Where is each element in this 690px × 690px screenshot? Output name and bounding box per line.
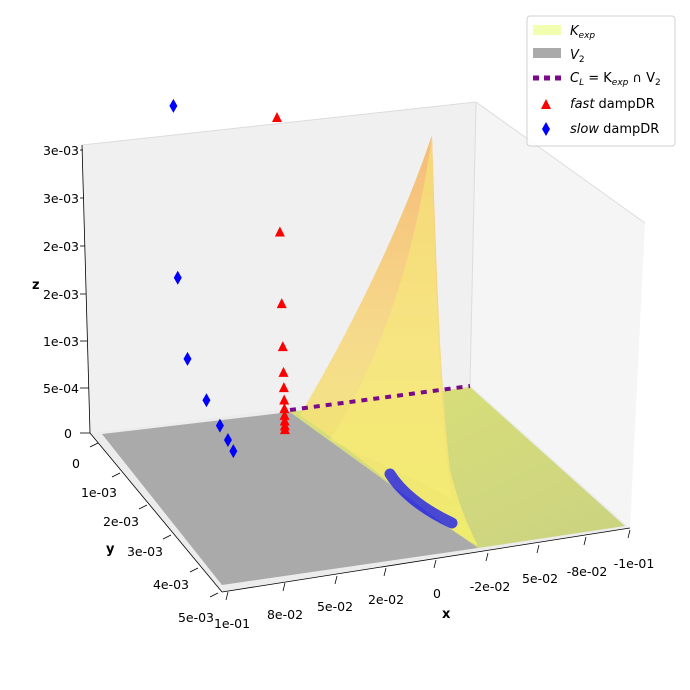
z-axis-line [81,144,91,434]
y-ticks [89,442,219,598]
fast-dampdr-point [279,409,290,420]
pane-right [470,102,645,528]
y-tick-label-1: 1e-03 [81,485,117,500]
y-tick-label-5: 5e-03 [178,610,214,625]
legend-slow-marker [542,122,550,136]
y-tick-label-3: 3e-03 [127,544,163,559]
x-tick-label-1: 8e-02 [267,607,303,622]
legend-slow-label: slow dampDR [570,122,659,137]
y-tick-label-4: 4e-03 [153,577,189,592]
legend-fast-label: fast dampDR [570,97,655,112]
z-ticks [80,149,90,434]
slow-dampdr-point [169,98,178,113]
legend: Kexp V2 CL = Kexp ∩ V2 fast dampDR slow … [526,15,676,147]
legend-kexp-swatch [533,25,561,35]
slow-dampdr-point [202,393,211,408]
z-tick-label-6: 3e-03 [43,143,79,158]
x-tick-label-7: -8e-02 [567,564,608,579]
x-tick-label-3: 2e-02 [368,592,404,607]
fast-dampdr-point [279,415,290,426]
x-tick-label-4: 0 [433,586,441,601]
slow-dampdr-point [223,432,232,447]
slow-dampdr-markers [169,98,238,459]
legend-cl-label: CL = Kexp ∩ V2 [570,71,661,88]
fast-dampdr-point [278,366,289,377]
x-tick-label-5: -2e-02 [470,579,511,594]
fast-dampdr-point [279,403,290,414]
fast-dampdr-point [278,382,289,393]
legend-box [526,15,676,147]
y-axis-label: y [106,542,115,557]
fast-dampdr-point [279,394,290,405]
slow-dampdr-point [183,351,192,366]
x-tick-label-2: 5e-02 [317,599,353,614]
v2-surface [102,412,478,585]
z-tick-label-3: 2e-03 [43,287,79,302]
x-tick-label-6: 5e-02 [522,571,558,586]
legend-v2-swatch [533,48,561,58]
y-tick-label-0: 0 [72,456,80,471]
x-ticks [225,529,631,601]
legend-kexp-label: Kexp [570,24,595,41]
fast-dampdr-point [272,112,282,122]
x-tick-label-0: 1e-01 [214,616,250,631]
y-tick-label-2: 2e-03 [103,514,139,529]
z-tick-label-4: 2e-03 [43,239,79,254]
z-axis-label: z [32,278,40,293]
z-tick-label-2: 1e-03 [43,334,79,349]
slow-dampdr-point [215,418,224,433]
fast-dampdr-point [279,424,290,435]
slow-dampdr-cluster [384,468,458,529]
x-tick-label-8: -1e-01 [614,556,655,571]
y-axis-line [89,432,223,593]
slow-dampdr-point [173,270,182,285]
z-tick-label-1: 5e-04 [43,381,79,396]
fast-dampdr-point [277,341,288,352]
legend-fast-marker [541,99,551,109]
legend-v2-label: V2 [570,48,585,65]
slow-dampdr-point [229,444,238,459]
fast-dampdr-markers [272,112,290,435]
x-axis-label: x [442,607,451,622]
z-tick-label-5: 3e-03 [43,191,79,206]
fast-dampdr-point [274,226,285,237]
x-axis-line [221,527,631,593]
fast-dampdr-point [276,298,287,309]
kexp-surface-sheet-shade [330,135,452,500]
z-tick-label-0: 0 [64,426,72,441]
